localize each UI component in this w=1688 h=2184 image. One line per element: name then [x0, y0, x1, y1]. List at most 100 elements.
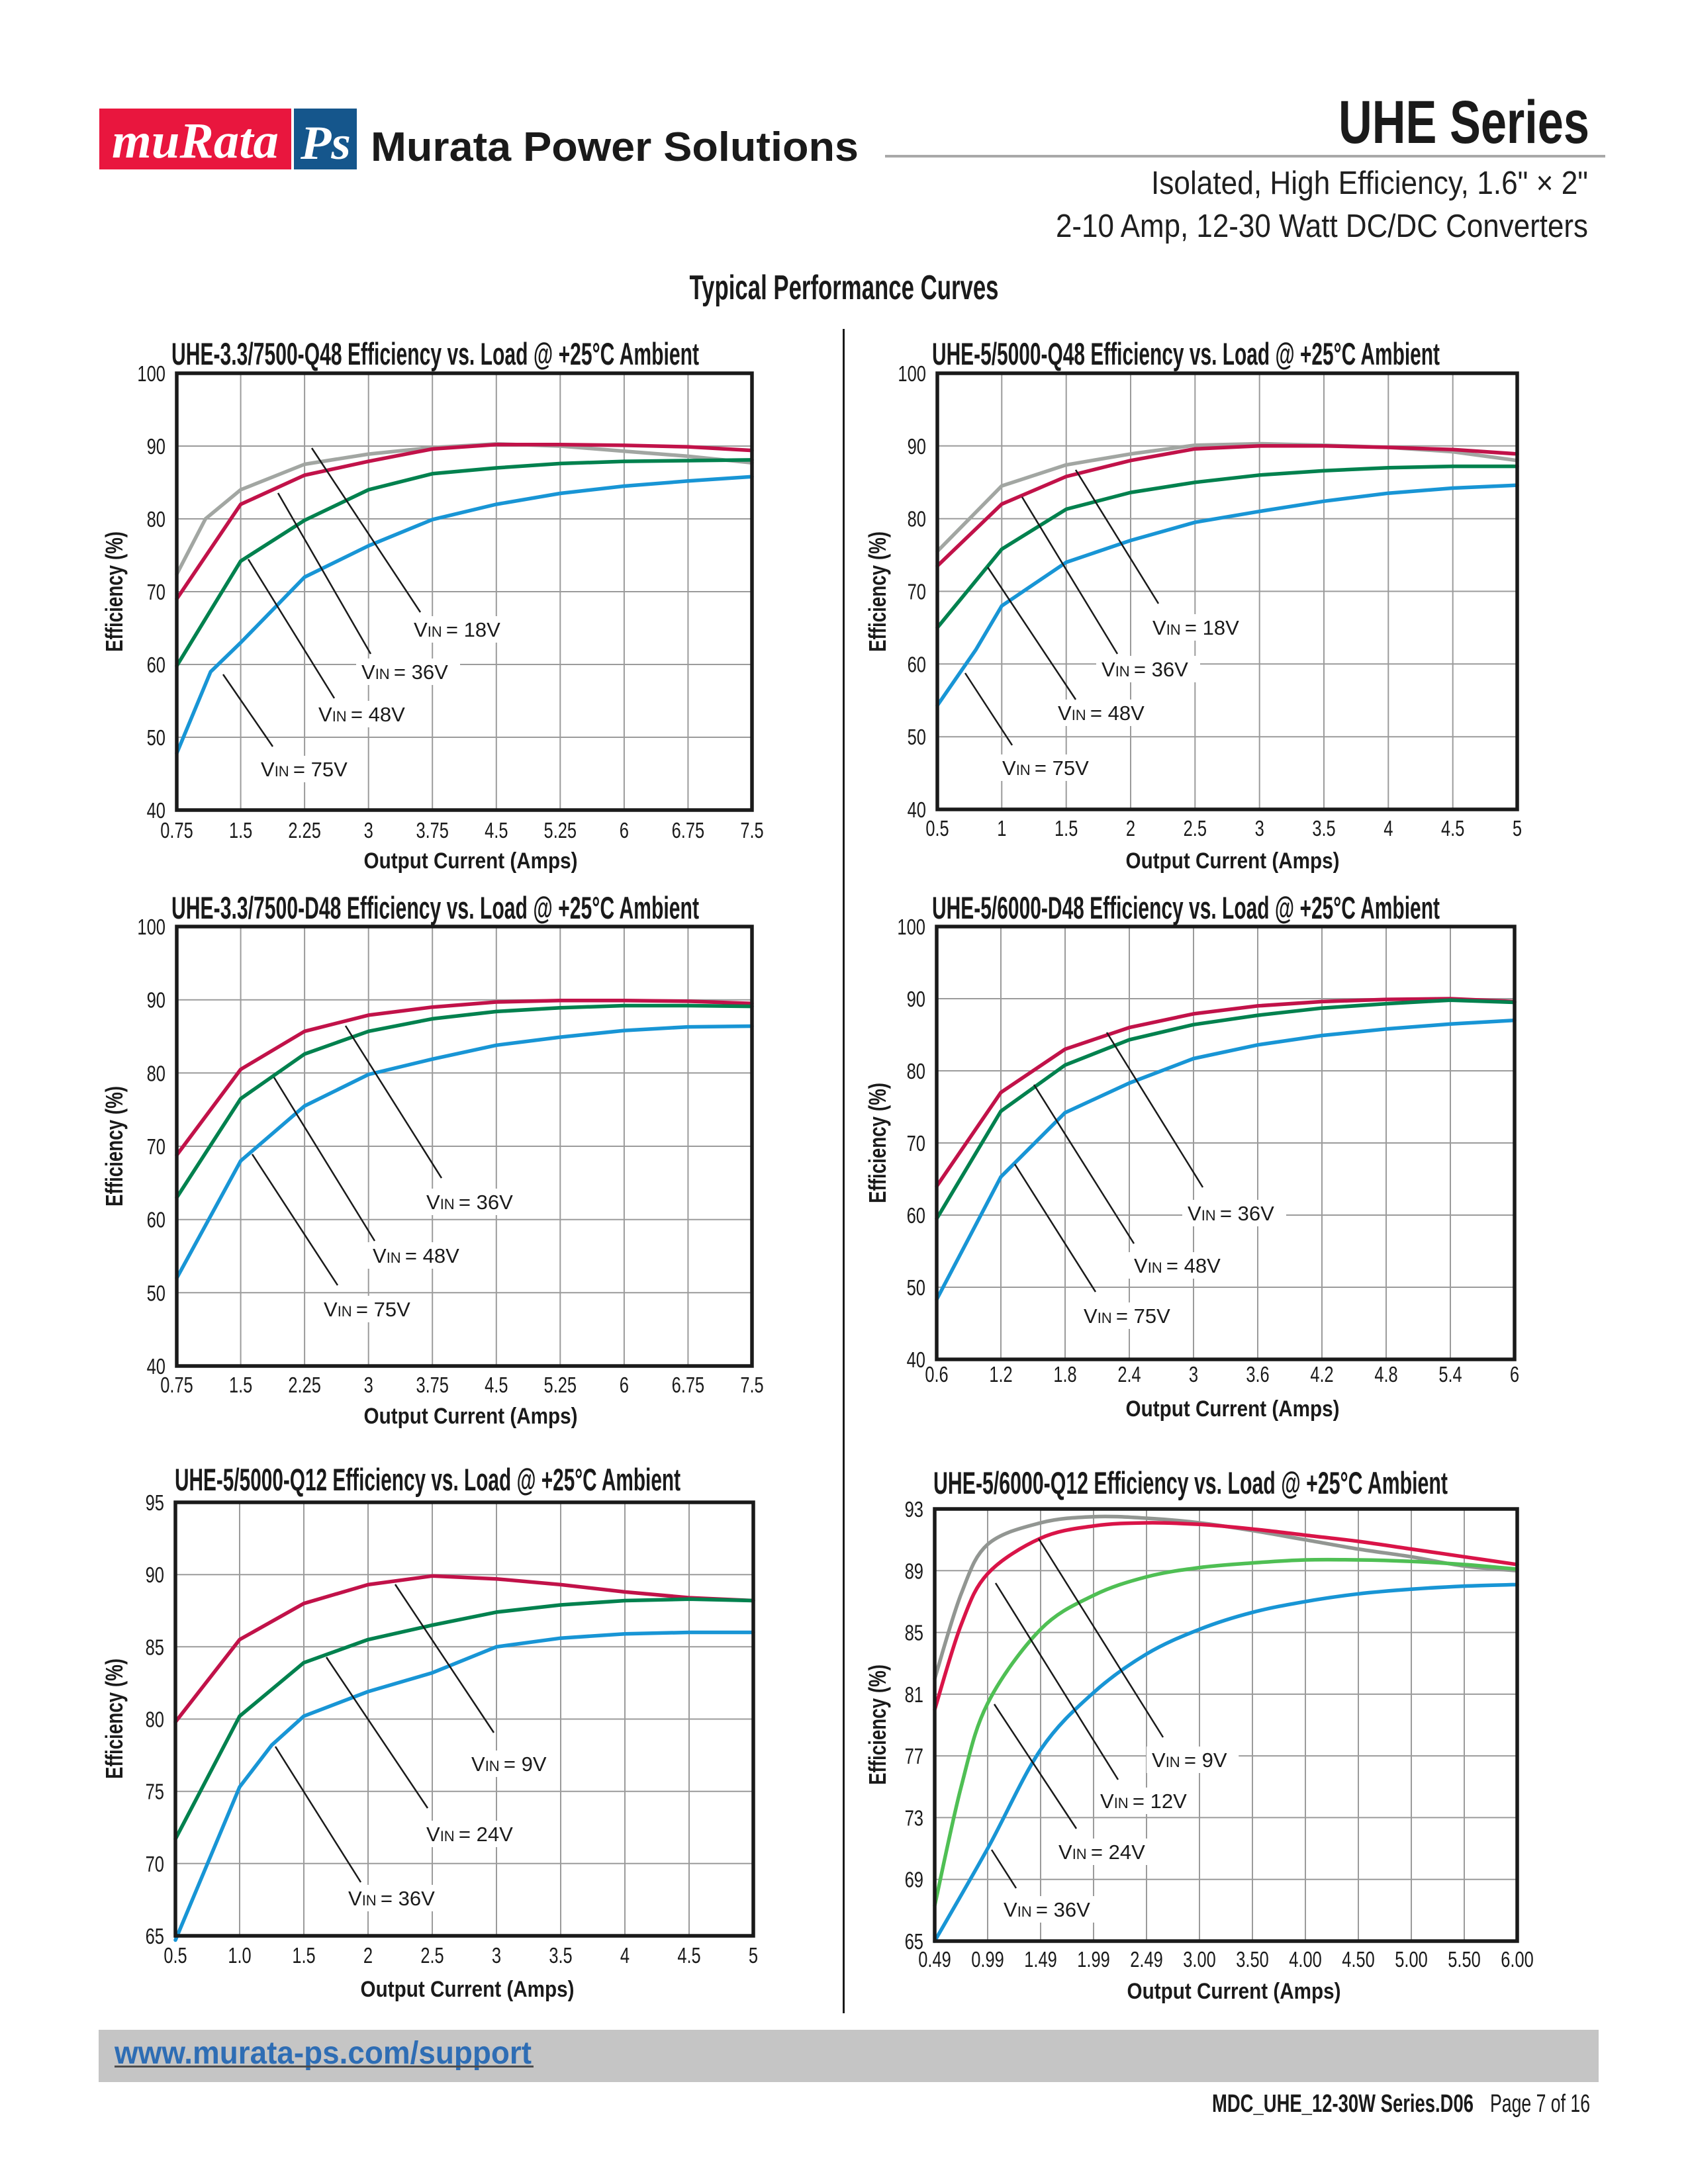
svg-text:4.5: 4.5: [485, 1373, 508, 1397]
svg-text:4: 4: [620, 1943, 630, 1968]
svg-text:73: 73: [905, 1805, 923, 1830]
svg-text:6.75: 6.75: [672, 818, 705, 842]
svg-text:VIN = 48V: VIN = 48V: [318, 703, 405, 726]
svg-text:Efficiency (%): Efficiency (%): [864, 531, 891, 652]
svg-text:VIN = 9V: VIN = 9V: [471, 1752, 547, 1776]
svg-text:VIN = 24V: VIN = 24V: [1058, 1841, 1145, 1864]
svg-text:3.75: 3.75: [416, 1373, 449, 1397]
svg-text:4: 4: [1383, 816, 1393, 841]
svg-text:1.2: 1.2: [989, 1362, 1012, 1387]
svg-text:65: 65: [905, 1929, 923, 1954]
svg-text:4.50: 4.50: [1342, 1947, 1375, 1972]
svg-text:60: 60: [908, 652, 926, 676]
svg-text:70: 70: [147, 580, 165, 604]
svg-text:muRata: muRata: [112, 113, 279, 169]
svg-text:3: 3: [1255, 816, 1264, 841]
svg-text:1.49: 1.49: [1024, 1947, 1057, 1972]
svg-text:95: 95: [146, 1490, 164, 1515]
svg-text:6.75: 6.75: [672, 1373, 705, 1397]
svg-text:5: 5: [1513, 816, 1522, 841]
svg-text:1.0: 1.0: [228, 1943, 251, 1968]
svg-text:6: 6: [620, 818, 629, 842]
svg-text:VIN = 36V: VIN = 36V: [1102, 658, 1188, 681]
svg-text:VIN = 36V: VIN = 36V: [1188, 1202, 1274, 1225]
svg-text:VIN = 24V: VIN = 24V: [426, 1823, 513, 1846]
svg-text:VIN = 75V: VIN = 75V: [1084, 1304, 1170, 1328]
svg-text:5.50: 5.50: [1448, 1947, 1481, 1972]
svg-text:90: 90: [907, 987, 925, 1011]
svg-text:77: 77: [905, 1744, 923, 1768]
svg-text:0.5: 0.5: [164, 1943, 187, 1968]
svg-text:6: 6: [1510, 1362, 1519, 1387]
svg-text:VIN = 48V: VIN = 48V: [1058, 702, 1145, 725]
svg-text:2: 2: [1126, 816, 1135, 841]
svg-text:100: 100: [137, 361, 165, 386]
svg-text:Output Current (Amps): Output Current (Amps): [361, 1977, 575, 2002]
svg-text:85: 85: [146, 1635, 164, 1659]
svg-text:1.8: 1.8: [1053, 1362, 1076, 1387]
svg-text:2-10 Amp, 12-30 Watt DC/DC Con: 2-10 Amp, 12-30 Watt DC/DC Converters: [1056, 208, 1588, 244]
svg-text:Isolated, High Efficiency, 1.6: Isolated, High Efficiency, 1.6" × 2": [1151, 165, 1588, 201]
svg-text:89: 89: [905, 1559, 923, 1583]
svg-text:UHE-5/6000-Q12 Efficiency vs.: UHE-5/6000-Q12 Efficiency vs. Load @ +25…: [933, 1465, 1448, 1500]
svg-text:7.5: 7.5: [740, 818, 763, 842]
svg-text:VIN = 75V: VIN = 75V: [1002, 756, 1089, 780]
svg-text:80: 80: [147, 507, 165, 531]
svg-text:5.25: 5.25: [544, 818, 577, 842]
svg-text:4.2: 4.2: [1310, 1362, 1333, 1387]
svg-text:80: 80: [908, 507, 926, 531]
svg-text:3: 3: [364, 818, 373, 842]
svg-text:90: 90: [908, 434, 926, 459]
svg-text:50: 50: [908, 725, 926, 749]
svg-text:UHE-5/5000-Q48 Efficiency vs.: UHE-5/5000-Q48 Efficiency vs. Load @ +25…: [932, 336, 1440, 371]
svg-text:Output Current (Amps): Output Current (Amps): [1126, 1396, 1340, 1422]
svg-text:5: 5: [749, 1943, 758, 1968]
svg-text:Efficiency (%): Efficiency (%): [101, 531, 128, 652]
svg-text:Efficiency (%): Efficiency (%): [101, 1659, 128, 1779]
svg-text:0.6: 0.6: [925, 1362, 948, 1387]
svg-text:3.5: 3.5: [549, 1943, 572, 1968]
svg-text:4.5: 4.5: [677, 1943, 700, 1968]
svg-text:2.5: 2.5: [420, 1943, 444, 1968]
svg-text:100: 100: [137, 915, 165, 939]
svg-text:VIN = 18V: VIN = 18V: [1152, 616, 1239, 639]
svg-text:Murata Power Solutions: Murata Power Solutions: [371, 124, 859, 170]
svg-text:90: 90: [146, 1563, 164, 1587]
svg-text:0.99: 0.99: [971, 1947, 1004, 1972]
svg-text:2.25: 2.25: [288, 1373, 321, 1397]
svg-text:50: 50: [907, 1275, 925, 1300]
svg-text:100: 100: [898, 361, 926, 386]
svg-text:4.5: 4.5: [1441, 816, 1464, 841]
svg-text:75: 75: [146, 1780, 164, 1804]
svg-text:50: 50: [147, 1281, 165, 1305]
svg-text:Output Current (Amps): Output Current (Amps): [1126, 848, 1340, 874]
svg-text:1: 1: [997, 816, 1006, 841]
svg-text:1.5: 1.5: [292, 1943, 315, 1968]
svg-text:1.99: 1.99: [1077, 1947, 1110, 1972]
svg-text:Page 7 of 16: Page 7 of 16: [1490, 2090, 1590, 2118]
svg-text:40: 40: [908, 797, 926, 822]
svg-text:3.5: 3.5: [1312, 816, 1335, 841]
svg-text:UHE-3.3/7500-D48 Efficiency vs: UHE-3.3/7500-D48 Efficiency vs. Load @ +…: [171, 890, 699, 925]
svg-text:VIN = 48V: VIN = 48V: [373, 1244, 459, 1267]
svg-text:80: 80: [147, 1061, 165, 1085]
svg-text:5.25: 5.25: [544, 1373, 577, 1397]
svg-text:UHE Series: UHE Series: [1338, 89, 1589, 156]
svg-text:69: 69: [905, 1868, 923, 1892]
svg-text:Efficiency (%): Efficiency (%): [864, 1083, 891, 1203]
svg-text:2.25: 2.25: [288, 818, 321, 842]
svg-text:90: 90: [147, 434, 165, 459]
svg-text:VIN = 48V: VIN = 48V: [1134, 1254, 1221, 1277]
svg-text:60: 60: [907, 1203, 925, 1228]
svg-text:6: 6: [620, 1373, 629, 1397]
svg-text:VIN = 36V: VIN = 36V: [426, 1191, 513, 1214]
svg-text:6.00: 6.00: [1501, 1947, 1534, 1972]
svg-text:5.00: 5.00: [1395, 1947, 1428, 1972]
svg-text:60: 60: [147, 1208, 165, 1232]
svg-text:50: 50: [147, 725, 165, 750]
svg-text:VIN = 18V: VIN = 18V: [414, 618, 500, 641]
svg-text:3.75: 3.75: [416, 818, 449, 842]
svg-text:1.5: 1.5: [1055, 816, 1078, 841]
svg-text:2.4: 2.4: [1117, 1362, 1141, 1387]
svg-text:2.5: 2.5: [1184, 816, 1207, 841]
